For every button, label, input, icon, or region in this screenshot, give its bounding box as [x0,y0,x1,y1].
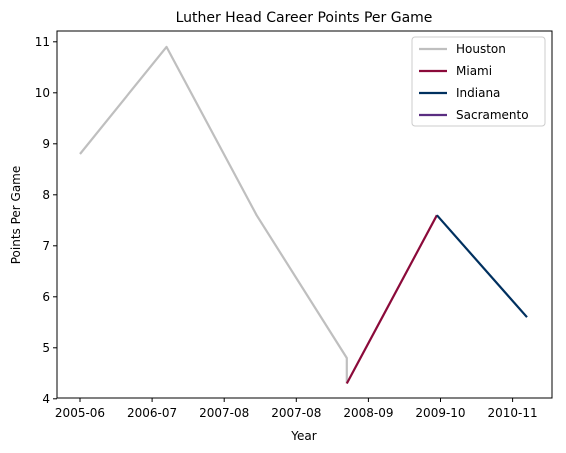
x-axis-title: Year [290,429,316,443]
y-tick-label: 6 [42,290,50,304]
legend-box [411,36,546,127]
series-line-indiana [436,214,528,318]
y-tick-label: 5 [42,341,50,355]
legend-label: Miami [456,64,492,78]
y-tick-label: 7 [42,239,50,253]
plot-frame [56,30,553,399]
x-tick-label: 2005-06 [55,406,105,420]
legend-label: Houston [456,42,506,56]
legend-label: Sacramento [456,108,529,122]
x-tick-label: 2006-07 [127,406,177,420]
x-tick-label: 2009-10 [415,406,465,420]
chart-title: Luther Head Career Points Per Game [176,10,433,26]
plot-lines [79,45,528,385]
x-tick-label: 2007-08 [199,406,249,420]
y-tick-label: 11 [35,35,50,49]
legend-label: Indiana [456,86,500,100]
x-axis: 2005-06 2006-07 2007-08 2007-08 2008-09 2009-… [55,398,538,420]
y-axis-title: Points Per Game [9,166,23,265]
y-axis: 4 5 6 7 8 9 10 11 [35,35,57,406]
y-tick-label: 8 [42,188,50,202]
y-tick-label: 10 [35,86,50,100]
x-tick-label: 2007-08 [271,406,321,420]
y-tick-label: 9 [42,137,50,151]
x-tick-label: 2010-11 [488,406,538,420]
series-line-houston [79,45,348,384]
y-tick-label: 4 [42,392,50,406]
x-tick-label: 2008-09 [343,406,393,420]
series-line-miami [345,214,438,385]
legend: Houston Miami Indiana Sacramento [411,36,546,127]
